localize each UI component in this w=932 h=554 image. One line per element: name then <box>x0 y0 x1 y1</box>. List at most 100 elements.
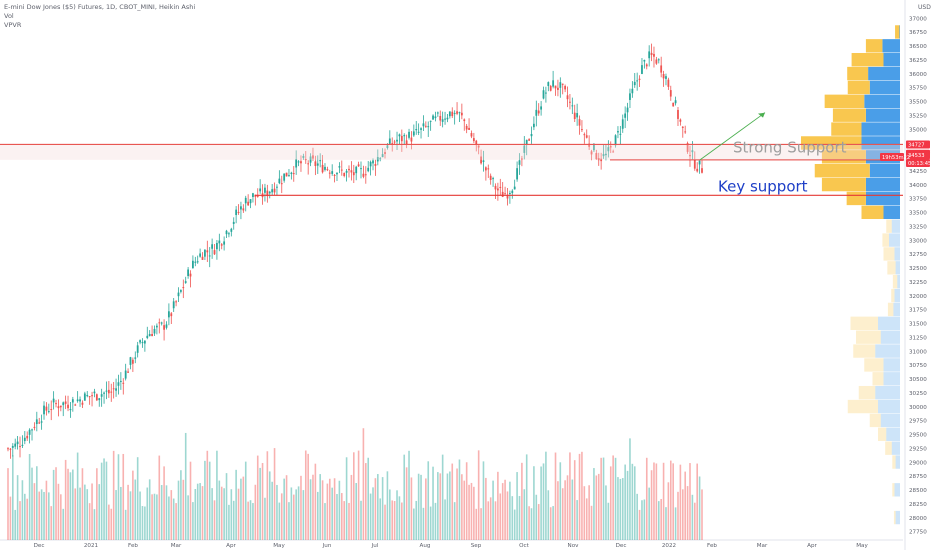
candle-body <box>508 193 511 195</box>
candle-body <box>35 419 38 425</box>
x-tick-label: Nov <box>568 543 580 549</box>
candle-body <box>175 301 177 303</box>
volume-bar <box>278 502 281 540</box>
candle-body <box>55 403 57 405</box>
arrow-annotation <box>699 112 766 161</box>
candle-body <box>228 233 230 235</box>
candle-body <box>208 255 211 257</box>
candle-body <box>264 187 266 193</box>
volume-bar <box>597 473 600 540</box>
volume-profile-down <box>894 247 900 261</box>
legend-volume[interactable]: Vol <box>4 12 14 20</box>
volume-bar <box>91 483 93 540</box>
candle-body <box>355 166 358 174</box>
candle-body <box>629 93 631 100</box>
volume-profile-down <box>894 483 900 497</box>
volume-bar <box>129 491 132 540</box>
candle-body <box>393 141 396 143</box>
chart-legend: E-mini Dow Jones ($5) Futures, 1D, CBOT_… <box>4 3 195 30</box>
volume-bar <box>497 471 499 540</box>
volume-bar <box>626 470 629 540</box>
candle-body <box>681 126 684 128</box>
y-tick-label: 34250 <box>909 169 927 175</box>
volume-bar <box>552 506 554 540</box>
y-tick-label: 35000 <box>909 127 927 133</box>
volume-bar <box>648 487 650 540</box>
volume-bar <box>285 475 288 540</box>
price-axis-label: 00:13:45 <box>908 161 931 167</box>
volume-profile-up <box>847 66 869 81</box>
volume-bar <box>192 502 194 540</box>
volume-bar <box>636 493 638 540</box>
candle-body <box>196 261 199 263</box>
candle-body <box>588 143 591 147</box>
candle-body <box>129 357 132 365</box>
candle-body <box>69 409 72 411</box>
y-tick-label: 31250 <box>909 335 927 341</box>
volume-bar <box>684 471 686 540</box>
volume-profile-up <box>847 399 878 414</box>
candle-body <box>643 59 646 62</box>
y-tick-label: 28500 <box>909 488 927 494</box>
y-tick-label: 30250 <box>909 391 927 397</box>
volume-bar <box>67 468 69 540</box>
candle-body <box>26 435 29 439</box>
volume-bar <box>292 494 295 540</box>
legend-vpvr[interactable]: VPVR <box>4 21 22 29</box>
volume-profile-up <box>878 427 887 441</box>
volume-profile-down <box>880 330 900 344</box>
candle-body <box>453 113 456 115</box>
volume-bar <box>403 454 406 540</box>
volume-bar <box>163 466 165 540</box>
volume-bar <box>9 496 12 540</box>
volume-bar <box>662 462 665 540</box>
volume-bar <box>146 487 149 540</box>
volume-bar <box>396 490 398 540</box>
volume-bar <box>158 455 161 540</box>
candle-body <box>43 405 45 415</box>
candle-body <box>194 261 197 263</box>
volume-bar <box>389 489 391 540</box>
volume-bar <box>441 454 444 540</box>
volume-bar <box>362 428 365 540</box>
volume-bar <box>307 453 309 540</box>
volume-profile-up <box>832 108 866 122</box>
volume-bar <box>489 497 492 540</box>
volume-bar <box>429 506 432 540</box>
candle-body <box>256 195 259 197</box>
volume-bar <box>242 476 245 540</box>
volume-bar <box>614 457 617 540</box>
candle-body <box>621 119 624 129</box>
candle-body <box>384 152 386 154</box>
candle-body <box>482 160 485 162</box>
y-tick-label: 32250 <box>909 280 927 286</box>
volume-bar <box>280 493 283 540</box>
volume-bar <box>698 476 701 540</box>
candle-body <box>412 131 415 136</box>
volume-bar <box>196 483 199 540</box>
volume-bar <box>501 483 504 540</box>
candle-body <box>86 395 89 397</box>
volume-bar <box>482 461 485 540</box>
volume-profile-down <box>883 53 900 67</box>
volume-profile-up <box>883 247 895 261</box>
x-tick-label: Feb <box>707 543 717 549</box>
candle-body <box>266 190 269 197</box>
candle-body <box>605 153 607 156</box>
candle-body <box>540 106 543 110</box>
volume-profile-up <box>869 413 881 428</box>
candle-body <box>701 168 703 173</box>
volume-bar <box>629 438 631 540</box>
candle-body <box>547 82 550 87</box>
volume-bar <box>136 457 139 540</box>
candle-body <box>477 145 480 148</box>
volume-bar <box>593 468 595 540</box>
candle-body <box>206 250 209 253</box>
volume-bar <box>530 508 533 540</box>
volume-bar <box>557 481 559 540</box>
candle-body <box>213 250 216 255</box>
volume-bar <box>509 481 511 540</box>
candle-body <box>189 273 192 277</box>
volume-bar <box>312 474 314 540</box>
